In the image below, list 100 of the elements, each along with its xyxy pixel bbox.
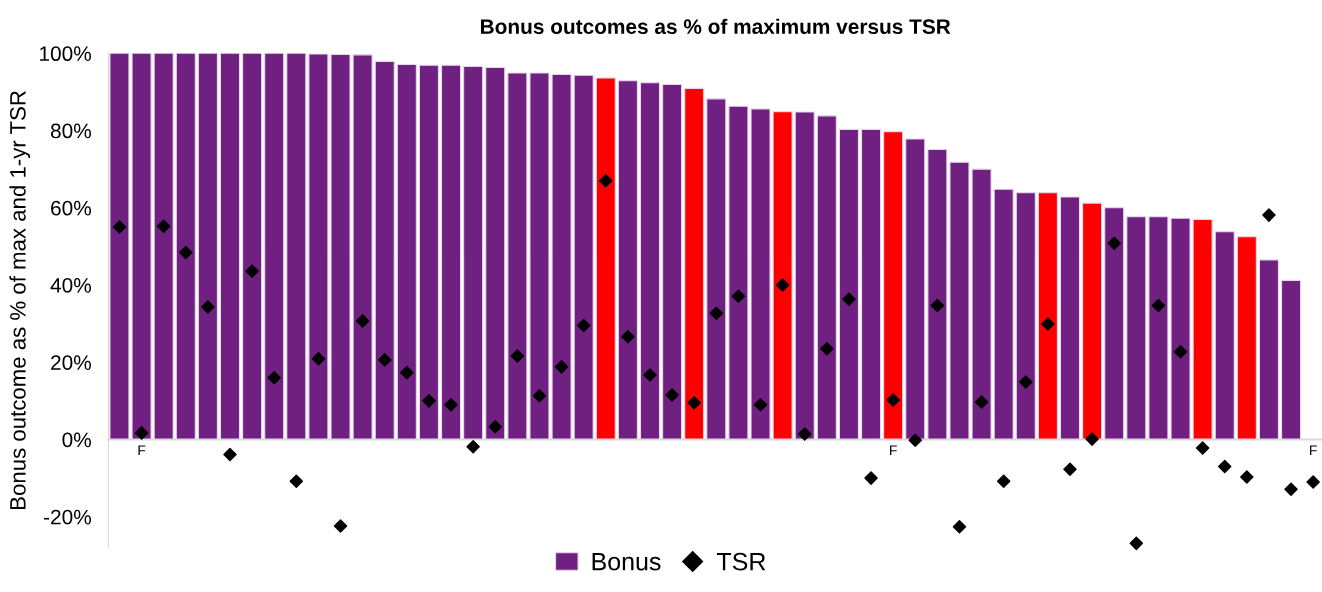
point xyxy=(532,389,547,403)
bar xyxy=(1236,236,1257,441)
bar xyxy=(286,53,307,441)
bar xyxy=(860,128,882,441)
point xyxy=(245,264,259,278)
point xyxy=(709,306,724,320)
y-tick-label: 80% xyxy=(50,123,91,139)
bar xyxy=(883,131,904,441)
x-tick-label: F xyxy=(890,445,897,456)
legend-label: TSR xyxy=(717,552,766,571)
point xyxy=(775,278,790,292)
bar xyxy=(242,53,263,441)
bar xyxy=(684,87,705,441)
bar xyxy=(1015,192,1036,441)
bar xyxy=(197,53,218,441)
bar xyxy=(573,74,594,441)
y-tick-label: 20% xyxy=(51,355,91,370)
bar xyxy=(1126,216,1147,441)
point xyxy=(952,519,967,534)
point xyxy=(267,370,281,385)
y-tick-label: 0% xyxy=(62,432,91,448)
bar xyxy=(1104,207,1125,441)
point xyxy=(820,341,834,356)
point xyxy=(179,245,193,260)
point xyxy=(510,349,525,363)
point xyxy=(1041,317,1055,331)
point xyxy=(1240,470,1254,484)
point xyxy=(576,318,591,333)
bar xyxy=(219,53,241,441)
y-tick-label: 100% xyxy=(40,46,91,62)
point xyxy=(864,471,878,485)
bar xyxy=(463,65,484,441)
point xyxy=(930,298,945,313)
y-tick-label: -20% xyxy=(44,509,91,525)
y-tick-label: 60% xyxy=(51,200,91,216)
chart-title: Bonus outcomes as % of maximum versus TSR xyxy=(481,18,951,35)
y-tick-label: 40% xyxy=(50,277,91,293)
point xyxy=(466,440,480,454)
bar xyxy=(617,80,638,441)
point xyxy=(753,397,768,412)
point xyxy=(422,394,436,408)
bar xyxy=(905,138,926,441)
point xyxy=(1019,375,1033,389)
bar xyxy=(816,115,837,441)
bar xyxy=(175,53,196,441)
bar xyxy=(706,98,727,441)
point xyxy=(134,426,149,440)
bar xyxy=(1082,202,1103,441)
point xyxy=(1129,536,1144,551)
bar xyxy=(838,128,860,441)
point xyxy=(908,433,923,447)
point xyxy=(333,519,348,533)
point xyxy=(687,396,701,410)
point xyxy=(112,220,127,234)
point xyxy=(731,289,746,303)
point xyxy=(1151,298,1166,313)
point xyxy=(311,352,326,366)
bar xyxy=(639,82,661,441)
y-axis-title: Bonus outcome as % of max and 1-yr TSR xyxy=(9,91,31,509)
point xyxy=(886,393,900,407)
point xyxy=(444,397,458,412)
bar xyxy=(418,64,439,441)
bar xyxy=(1059,196,1081,441)
point xyxy=(1173,345,1188,359)
bar xyxy=(662,84,683,441)
point xyxy=(156,219,171,234)
point xyxy=(842,292,856,307)
point xyxy=(400,365,414,380)
point xyxy=(621,329,635,344)
point xyxy=(1284,482,1298,497)
x-tick-label: F xyxy=(138,445,146,456)
point xyxy=(201,300,215,314)
point xyxy=(665,388,679,402)
point xyxy=(223,447,237,462)
bar xyxy=(1280,279,1302,441)
bar xyxy=(1214,231,1235,441)
legend-label: Bonus xyxy=(592,553,661,571)
point xyxy=(488,419,503,434)
bar xyxy=(595,77,616,441)
bar xyxy=(396,63,417,441)
point xyxy=(1306,475,1320,489)
point xyxy=(554,360,569,374)
point xyxy=(289,474,304,488)
x-tick-label: F xyxy=(1310,445,1317,456)
bar xyxy=(264,53,285,441)
point xyxy=(974,395,989,409)
bar xyxy=(794,111,815,441)
bar xyxy=(440,64,462,441)
point xyxy=(1195,441,1210,455)
point xyxy=(797,427,812,441)
bar xyxy=(485,67,506,441)
point xyxy=(996,474,1011,488)
point xyxy=(1085,432,1099,446)
point xyxy=(1063,462,1077,476)
bar xyxy=(1258,259,1280,441)
bar xyxy=(153,53,174,441)
point xyxy=(643,368,657,382)
point xyxy=(377,353,392,367)
point xyxy=(1107,236,1121,251)
bar xyxy=(374,60,395,441)
